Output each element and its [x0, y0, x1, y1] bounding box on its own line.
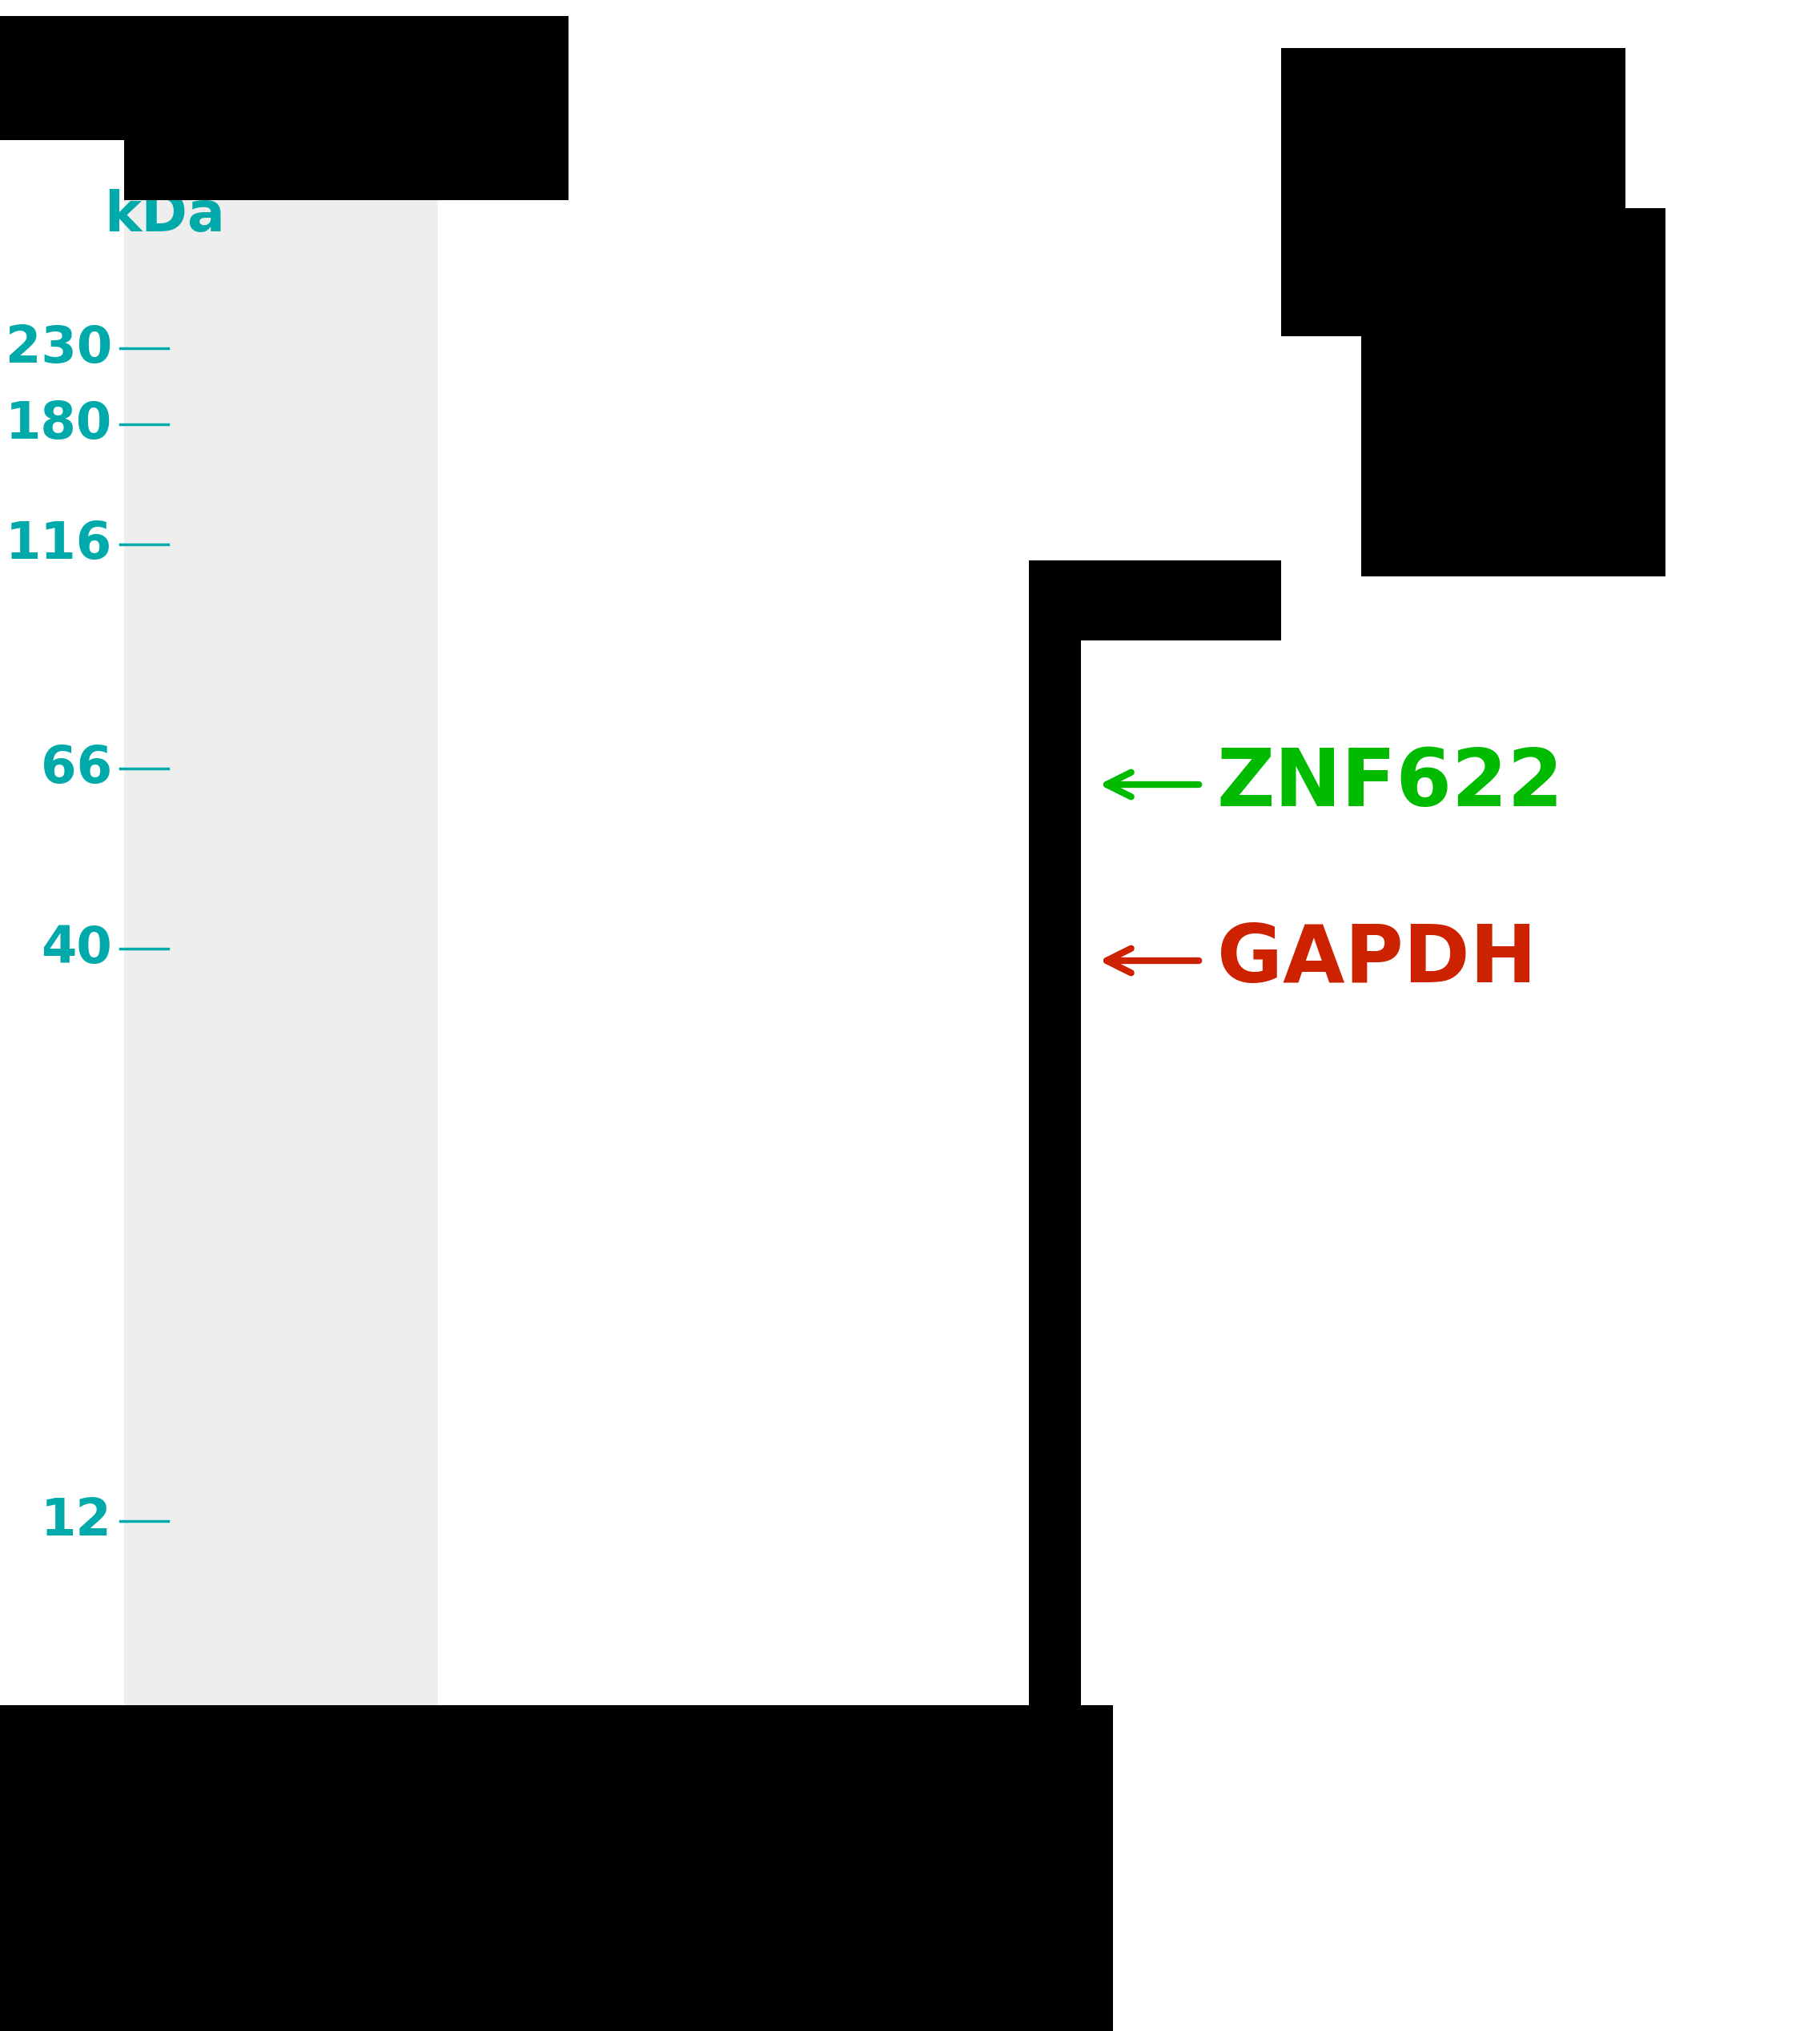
- Text: 180: 180: [5, 400, 113, 449]
- Bar: [0, 1706, 1114, 2031]
- Bar: [439, 185, 442, 1706]
- Bar: [124, 185, 1061, 1706]
- Text: ZNF622: ZNF622: [1218, 745, 1563, 823]
- Text: GAPDH: GAPDH: [1218, 922, 1536, 999]
- Bar: [1028, 561, 1281, 640]
- Bar: [124, 185, 440, 1706]
- Bar: [440, 185, 677, 1706]
- Bar: [1028, 561, 1081, 1706]
- Text: 40: 40: [42, 924, 113, 973]
- Bar: [673, 185, 679, 1706]
- Text: 116: 116: [5, 520, 113, 569]
- Bar: [0, 16, 127, 140]
- Bar: [124, 16, 568, 201]
- Text: 230: 230: [5, 323, 113, 374]
- Bar: [677, 185, 868, 1706]
- Bar: [1281, 49, 1625, 337]
- Bar: [1361, 207, 1665, 577]
- Text: kDa: kDa: [104, 189, 226, 244]
- Text: 66: 66: [40, 743, 113, 794]
- Bar: [866, 185, 872, 1706]
- Text: 12: 12: [42, 1497, 113, 1546]
- Bar: [868, 185, 1061, 1706]
